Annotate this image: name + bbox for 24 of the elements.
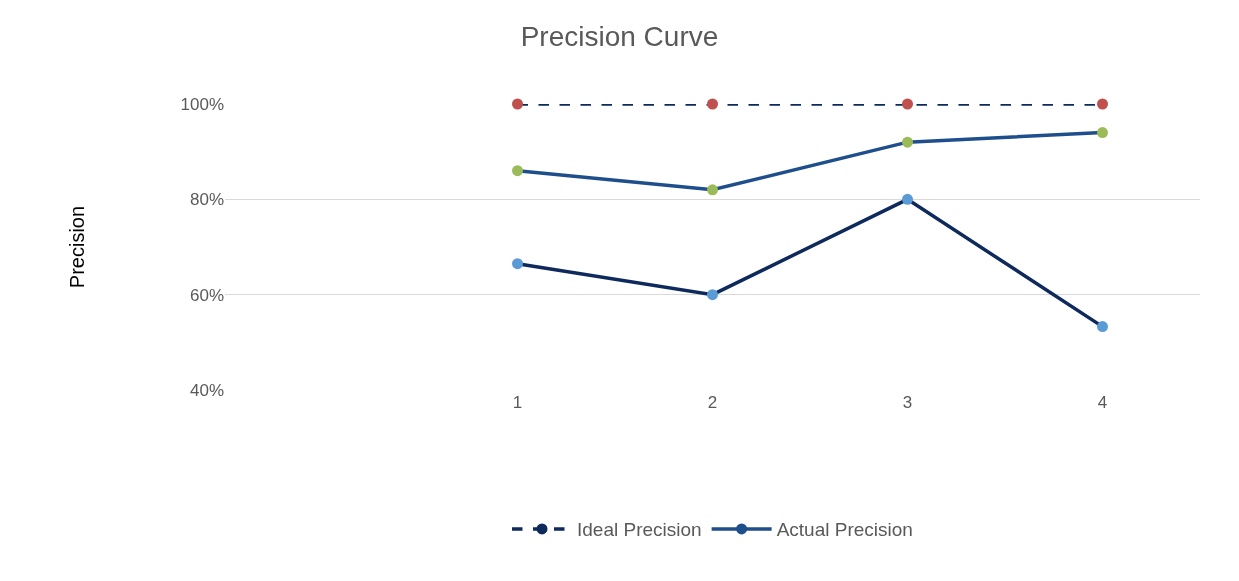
y-tick-label: 60%: [189, 285, 224, 305]
point: [707, 289, 718, 301]
legend-label: Actual Precision: [776, 519, 913, 541]
y-tick-label: 40%: [189, 380, 224, 400]
y-tick-label: 80%: [189, 190, 224, 210]
x-tick-label: 2: [707, 393, 718, 412]
point: [902, 98, 913, 110]
point: [902, 193, 913, 205]
point: [902, 136, 913, 148]
point: [707, 98, 718, 110]
y-axis-title: Precision: [66, 205, 89, 289]
point: [512, 258, 523, 270]
point: [512, 165, 523, 177]
x-tick-label: 1: [512, 393, 523, 412]
point: [1097, 321, 1108, 333]
legend-label: Ideal Precision: [577, 519, 702, 541]
y-tick-label: 100%: [180, 94, 224, 114]
x-tick-label: 3: [902, 393, 913, 412]
point: [1097, 127, 1108, 139]
x-tick-label: 4: [1097, 393, 1108, 412]
point: [707, 184, 718, 196]
point: [1097, 98, 1108, 110]
point: [512, 98, 523, 110]
chart-title: Precision Curve: [520, 20, 719, 52]
